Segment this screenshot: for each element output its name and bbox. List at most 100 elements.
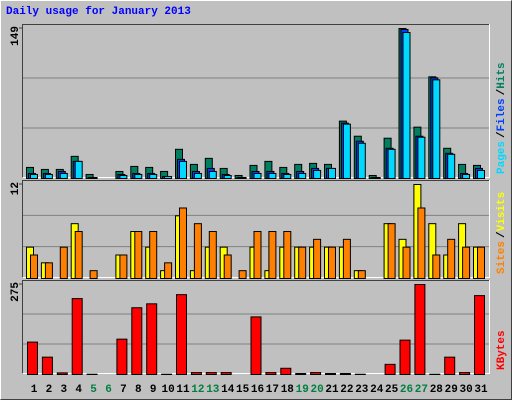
x-tick-label: 18	[281, 384, 295, 396]
bar	[59, 172, 68, 180]
bar	[265, 372, 277, 376]
bar	[223, 254, 232, 279]
bar	[477, 246, 485, 280]
x-tick-label: 5	[90, 384, 97, 396]
bar	[310, 372, 322, 376]
x-tick-label: 26	[400, 384, 413, 396]
bar	[193, 172, 202, 180]
bar	[339, 373, 351, 376]
bar	[417, 207, 426, 279]
bar	[205, 372, 217, 376]
bar	[298, 246, 307, 280]
chart-title: Daily usage for January 2013	[6, 6, 191, 18]
bar	[179, 160, 187, 180]
bar	[74, 160, 83, 180]
bar	[44, 262, 53, 280]
legend-separator: /	[496, 88, 508, 95]
bar	[328, 167, 336, 180]
bar	[399, 339, 411, 375]
bar	[119, 174, 128, 179]
legend-entry: Visits	[496, 192, 508, 232]
legend: Pages/Files/Hits	[496, 62, 508, 174]
bar	[325, 373, 336, 376]
x-tick-label: 3	[60, 384, 67, 396]
bar	[176, 294, 187, 375]
bar	[462, 173, 471, 180]
x-tick-label: 17	[266, 384, 279, 396]
x-tick-label: 12	[191, 384, 204, 396]
bar	[402, 246, 411, 280]
bar	[372, 176, 381, 179]
legend: KBytes	[496, 330, 508, 370]
x-tick-label: 19	[296, 384, 309, 396]
x-tick-label: 10	[161, 384, 174, 396]
bar	[313, 238, 322, 279]
x-tick-label: 14	[221, 384, 235, 396]
x-tick-label: 27	[415, 384, 428, 396]
bar	[89, 176, 98, 179]
bar	[131, 307, 143, 375]
legend-entry: KBytes	[496, 330, 508, 370]
x-tick-label: 30	[459, 384, 472, 396]
bar	[238, 176, 247, 179]
panel-edge-dark	[22, 280, 490, 374]
bar	[89, 270, 98, 279]
bar	[459, 372, 471, 376]
bar	[71, 298, 83, 375]
x-tick-label: 21	[325, 384, 339, 396]
bar	[30, 173, 38, 180]
x-tick-label: 9	[150, 384, 157, 396]
legend-separator: /	[496, 231, 508, 238]
bar	[384, 363, 396, 376]
bar	[164, 262, 173, 280]
bar	[238, 270, 247, 279]
x-tick-label: 29	[445, 384, 458, 396]
bar	[447, 153, 456, 180]
bar	[402, 32, 411, 180]
bar	[417, 136, 426, 180]
legend-entry: Hits	[496, 62, 508, 88]
legend: Sites /Visits	[496, 192, 508, 274]
bar	[250, 316, 262, 375]
bar	[41, 356, 53, 375]
y-tick-label: 149	[10, 26, 22, 46]
bar	[474, 295, 485, 375]
bar	[313, 169, 322, 179]
bar	[179, 207, 187, 279]
bar	[253, 172, 262, 180]
x-tick-label: 28	[430, 384, 444, 396]
bar	[116, 338, 128, 375]
x-tick-label: 25	[385, 384, 399, 396]
bar	[357, 142, 366, 180]
x-tick-label: 15	[236, 384, 250, 396]
bar	[56, 372, 68, 376]
bar	[432, 79, 441, 179]
x-tick-label: 8	[135, 384, 142, 396]
x-tick-label: 2	[46, 384, 53, 396]
bar	[268, 172, 277, 180]
y-tick-label: 275	[10, 282, 22, 302]
x-tick-label: 13	[206, 384, 220, 396]
bar	[30, 254, 38, 279]
bar	[447, 238, 456, 279]
bar	[342, 123, 351, 179]
bar	[342, 238, 351, 279]
bar	[193, 223, 202, 280]
panel	[22, 24, 490, 178]
x-tick-label: 6	[105, 384, 112, 396]
bar	[190, 372, 202, 376]
bar	[208, 231, 217, 279]
x-tick-label: 1	[31, 384, 38, 396]
bar	[295, 373, 307, 376]
bar	[283, 173, 292, 180]
bar	[268, 231, 277, 279]
x-tick-label: 4	[75, 384, 82, 396]
bar	[328, 246, 336, 280]
bar	[149, 231, 158, 279]
x-tick-label: 20	[310, 384, 323, 396]
bar	[477, 169, 485, 179]
bar	[444, 356, 456, 375]
x-tick-label: 16	[251, 384, 264, 396]
